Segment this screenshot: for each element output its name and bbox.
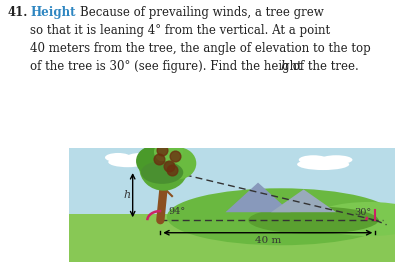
- Ellipse shape: [167, 188, 395, 245]
- Point: [172, 154, 178, 159]
- Text: of the tree is 30° (see figure). Find the height: of the tree is 30° (see figure). Find th…: [30, 60, 306, 73]
- Point: [165, 164, 172, 168]
- Text: 30°: 30°: [354, 208, 371, 217]
- Ellipse shape: [108, 157, 147, 167]
- Point: [168, 168, 175, 172]
- Text: 94°: 94°: [168, 207, 186, 216]
- Text: h: h: [280, 60, 288, 73]
- Ellipse shape: [136, 146, 168, 176]
- Text: so that it is leaning 4° from the vertical. At a point: so that it is leaning 4° from the vertic…: [30, 24, 330, 37]
- Ellipse shape: [154, 140, 183, 163]
- Text: Because of prevailing winds, a tree grew: Because of prevailing winds, a tree grew: [80, 6, 324, 19]
- Ellipse shape: [160, 147, 196, 179]
- Text: 40 m: 40 m: [255, 236, 281, 245]
- Ellipse shape: [105, 153, 131, 162]
- Text: 41.: 41.: [8, 6, 28, 19]
- Point: [155, 157, 162, 161]
- Ellipse shape: [139, 145, 188, 191]
- Ellipse shape: [312, 202, 407, 236]
- Polygon shape: [225, 183, 291, 212]
- Text: Height: Height: [30, 6, 76, 19]
- Text: of the tree.: of the tree.: [289, 60, 359, 73]
- Ellipse shape: [141, 161, 183, 184]
- Text: h: h: [123, 190, 130, 200]
- Ellipse shape: [320, 155, 352, 164]
- Polygon shape: [69, 214, 395, 262]
- Ellipse shape: [299, 155, 328, 164]
- Point: [159, 148, 165, 152]
- Ellipse shape: [297, 159, 349, 170]
- Ellipse shape: [248, 206, 379, 234]
- Text: 40 meters from the tree, the angle of elevation to the top: 40 meters from the tree, the angle of el…: [30, 42, 371, 55]
- Polygon shape: [69, 148, 395, 221]
- Ellipse shape: [126, 153, 155, 162]
- Polygon shape: [271, 189, 336, 212]
